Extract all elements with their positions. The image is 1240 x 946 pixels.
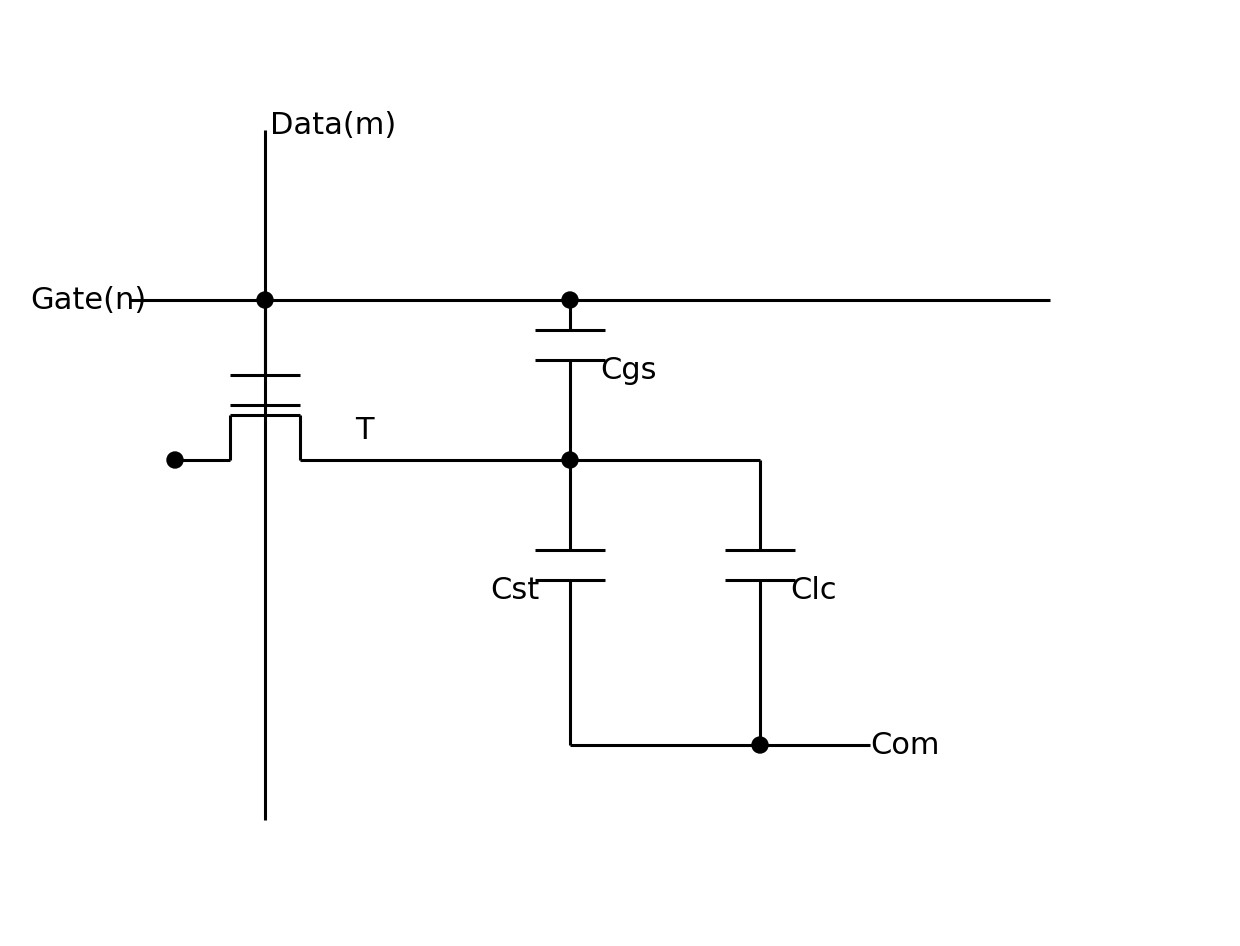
Text: Cst: Cst [490,575,539,604]
Text: T: T [355,415,373,445]
Text: Gate(n): Gate(n) [30,286,146,314]
Circle shape [257,292,273,308]
Circle shape [562,292,578,308]
Text: Com: Com [870,730,940,760]
Text: Clc: Clc [790,575,837,604]
Text: Data(m): Data(m) [270,111,397,139]
Circle shape [562,452,578,468]
Circle shape [167,452,184,468]
Text: Cgs: Cgs [600,356,656,384]
Circle shape [751,737,768,753]
